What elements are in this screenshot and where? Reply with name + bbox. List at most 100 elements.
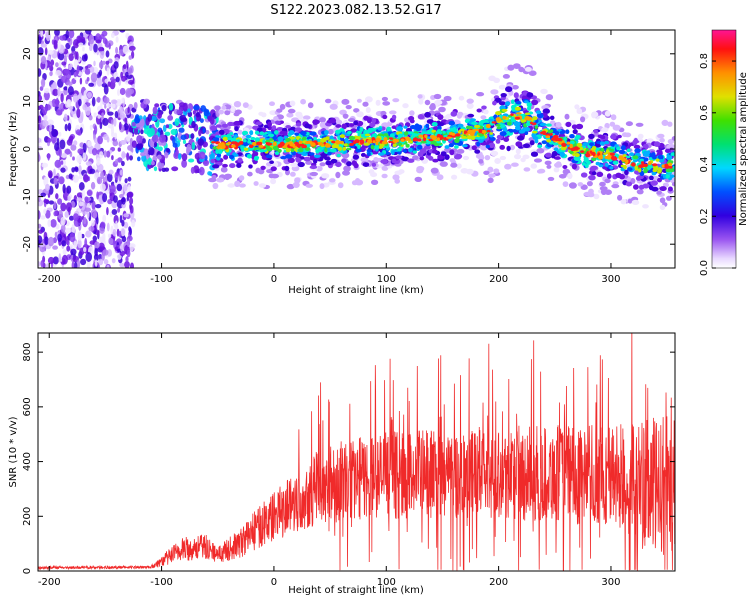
noise-blob	[85, 252, 92, 262]
noise-blob	[38, 146, 43, 151]
ridge-blob	[603, 152, 607, 155]
ridge-blob	[462, 138, 468, 142]
ridge-blob	[370, 172, 378, 178]
ridge-blob	[509, 144, 515, 151]
ridge-blob	[443, 115, 450, 120]
ridge-blob	[269, 138, 274, 141]
ridge-blob	[488, 173, 496, 178]
ridge-blob	[407, 158, 415, 163]
ridge-blob	[279, 130, 286, 135]
ridge-blob	[655, 158, 660, 162]
ridge-blob	[277, 136, 284, 142]
colorbar-tick-label: 0.0	[699, 260, 710, 276]
ridge-blob	[227, 141, 232, 145]
transition-blob	[165, 124, 170, 129]
heatmap-xtick-label: 200	[489, 274, 508, 285]
ridge-blob	[432, 158, 439, 163]
ridge-blob	[260, 165, 266, 170]
ridge-blob	[576, 142, 583, 148]
ridge-blob	[505, 86, 513, 93]
ridge-blob	[388, 137, 394, 140]
transition-blob	[161, 104, 167, 112]
ridge-blob	[396, 147, 402, 152]
ridge-blob	[502, 115, 507, 120]
noise-blob	[53, 201, 57, 210]
ridge-blob	[667, 121, 673, 127]
ridge-blob	[419, 156, 425, 161]
ridge-blob	[515, 100, 522, 105]
transition-blob	[209, 116, 215, 125]
noise-blob	[113, 117, 117, 127]
noise-blob	[88, 114, 93, 121]
ridge-blob	[218, 142, 222, 148]
ridge-blob	[310, 142, 316, 147]
ridge-blob	[247, 140, 252, 144]
ridge-blob	[354, 179, 364, 186]
noise-blob	[73, 39, 80, 49]
transition-blob	[178, 127, 185, 133]
ridge-blob	[524, 100, 529, 104]
noise-blob	[82, 103, 88, 111]
noise-blob	[72, 213, 79, 222]
ridge-blob	[545, 135, 551, 138]
noise-blob	[114, 111, 119, 119]
noise-blob	[60, 167, 66, 173]
ridge-blob	[485, 144, 490, 149]
noise-blob	[89, 66, 95, 73]
ridge-blob	[429, 104, 436, 111]
transition-blob	[136, 142, 143, 150]
ridge-blob	[659, 197, 666, 204]
noise-blob	[119, 87, 126, 96]
noise-blob	[121, 219, 125, 227]
figure-title: S122.2023.082.13.52.G17	[270, 3, 441, 18]
noise-blob	[67, 86, 74, 96]
ridge-blob	[560, 147, 567, 151]
ridge-blob	[604, 140, 610, 145]
noise-blob	[38, 137, 42, 143]
ridge-blob	[432, 149, 438, 154]
noise-blob	[60, 224, 66, 233]
ridge-blob	[229, 154, 235, 160]
noise-blob	[121, 97, 125, 103]
transition-blob	[152, 106, 158, 115]
snr-xtick-label: 300	[601, 577, 620, 588]
ridge-blob	[348, 118, 356, 122]
ridge-blob	[607, 154, 611, 159]
noise-blob	[55, 70, 62, 76]
transition-blob	[179, 114, 187, 122]
ridge-blob	[664, 148, 671, 153]
ridge-blob	[617, 194, 623, 201]
noise-blob	[65, 202, 72, 212]
ridge-blob	[522, 91, 528, 96]
ridge-blob	[496, 126, 502, 130]
noise-blob	[49, 71, 53, 77]
ridge-blob	[623, 164, 627, 170]
transition-blob	[154, 103, 160, 108]
ridge-blob	[394, 170, 403, 176]
heatmap-xtick-label: 0	[271, 274, 277, 285]
noise-blob	[40, 30, 44, 38]
transition-blob	[151, 160, 155, 166]
heatmap-ytick-label: 0	[22, 146, 33, 152]
noise-blob	[54, 159, 62, 168]
ridge-blob	[381, 96, 388, 102]
noise-blob	[81, 54, 88, 62]
ridge-blob	[619, 173, 625, 180]
ridge-blob	[285, 154, 293, 159]
transition-blob	[159, 134, 166, 143]
ridge-blob	[457, 123, 464, 128]
noise-blob	[119, 30, 126, 33]
noise-blob	[106, 222, 110, 232]
ridge-blob	[341, 123, 347, 130]
transition-blob	[198, 166, 205, 176]
noise-blob	[127, 145, 134, 151]
ridge-blob	[555, 121, 562, 128]
noise-blob	[102, 176, 106, 184]
noise-blob	[72, 174, 79, 183]
noise-blob	[118, 230, 122, 238]
ridge-blob	[371, 118, 377, 124]
ridge-blob	[582, 142, 589, 147]
ridge-blob	[380, 110, 387, 116]
ridge-blob	[457, 130, 462, 134]
ridge-blob	[285, 137, 291, 143]
